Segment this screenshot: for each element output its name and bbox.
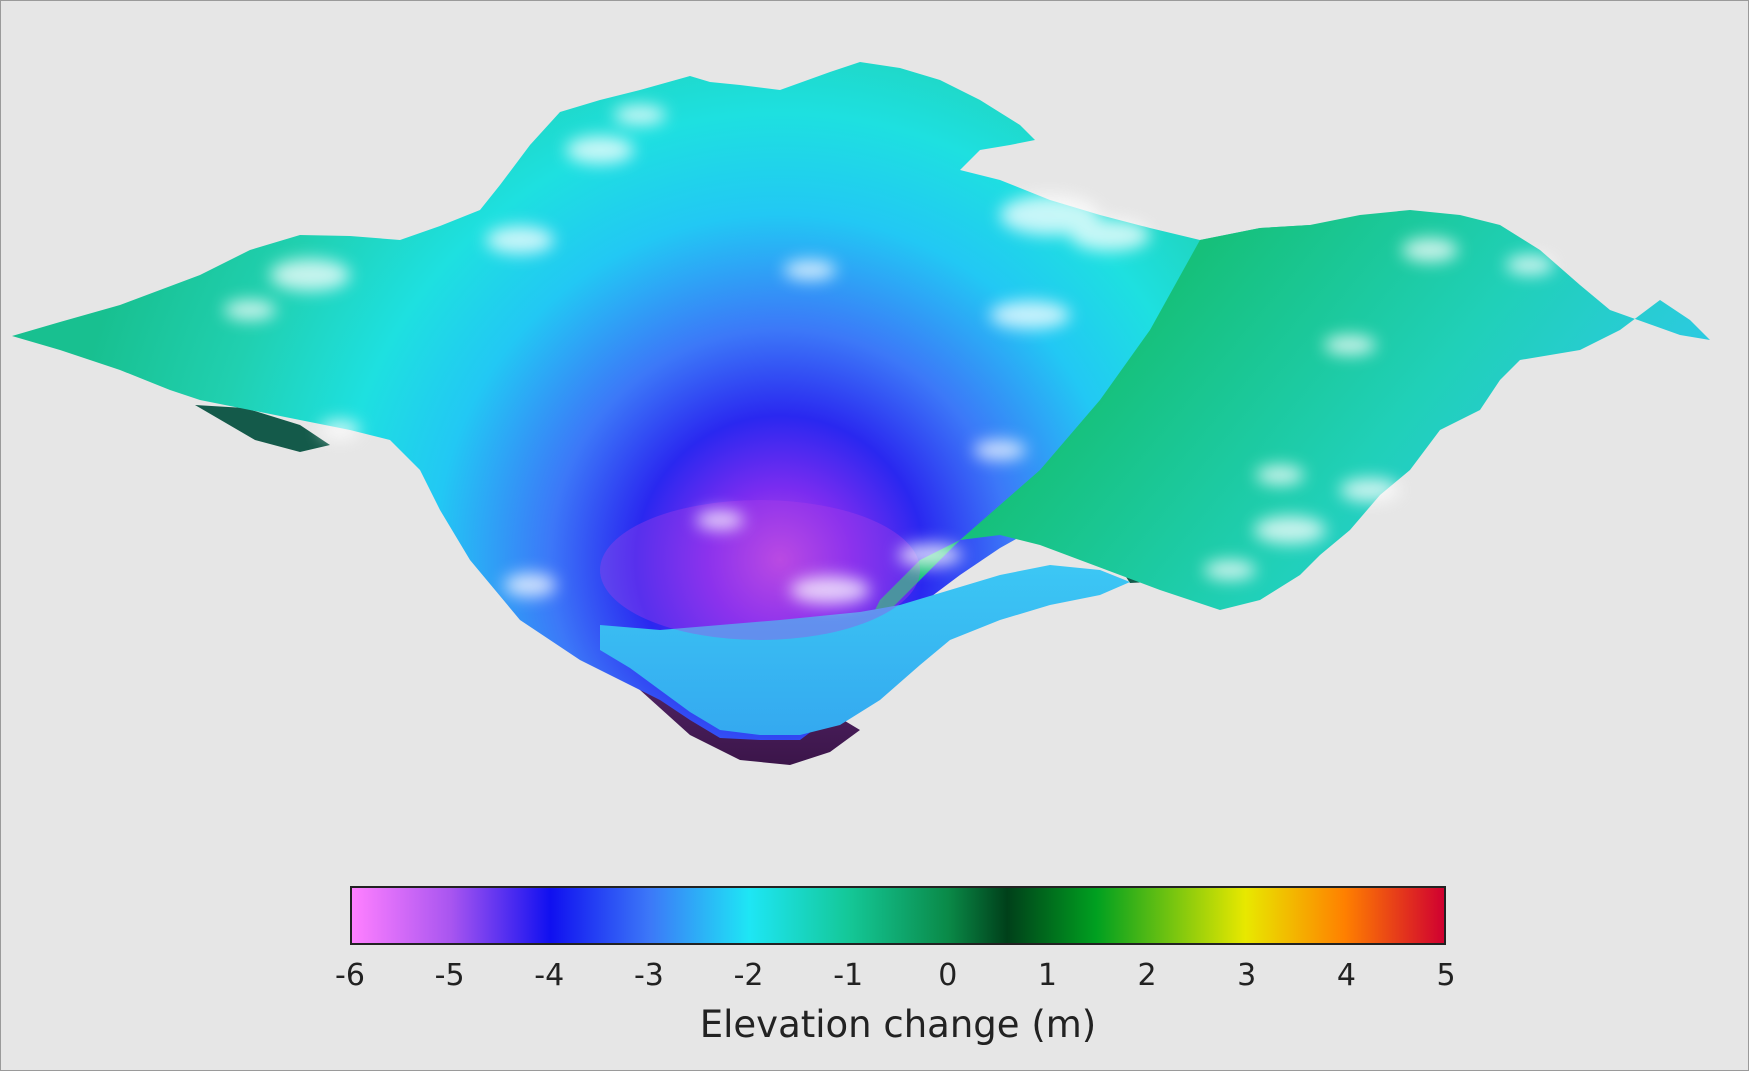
colorbar-tick-label: -6: [335, 958, 365, 993]
colorbar-tick-label: 1: [1037, 958, 1057, 993]
surface-right-slope: [860, 210, 1710, 640]
colorbar-tick-label: -1: [833, 958, 864, 993]
colorbar-tick-label: 0: [938, 958, 958, 993]
colorbar-tick-label: -2: [733, 958, 764, 993]
surface-main: [12, 62, 1340, 740]
pit-shading: [600, 500, 920, 640]
colorbar-tick-label: 2: [1137, 958, 1157, 993]
surface-highlights: [224, 105, 1554, 604]
colorbar-tick-label: -4: [534, 958, 565, 993]
colorbar: [350, 886, 1446, 945]
colorbar-tick-label: -5: [434, 958, 465, 993]
colorbar-tick-label: 3: [1237, 958, 1257, 993]
colorbar-label: Elevation change (m): [699, 1003, 1097, 1046]
surface-underside-left: [195, 405, 330, 452]
colorbar-ticks: -6 -5 -4 -3 -2 -1 0 1 2 3 4 5: [335, 958, 1456, 998]
colorbar-tick-label: 5: [1436, 958, 1456, 993]
surface-front-lip: [600, 565, 1130, 735]
colorbar-tick-label: -3: [633, 958, 664, 993]
colorbar-tick-label: 4: [1336, 958, 1356, 993]
